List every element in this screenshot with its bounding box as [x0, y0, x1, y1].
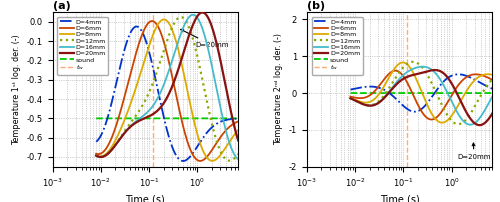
Legend: D=4mm, D=6mm, D=8mm, D=12mm, D=16mm, D=20mm, sound, $t_w$: D=4mm, D=6mm, D=8mm, D=12mm, D=16mm, D=2… — [312, 17, 362, 75]
Y-axis label: Temperature 2ⁿᵈ log. der. (-): Temperature 2ⁿᵈ log. der. (-) — [274, 33, 283, 145]
Text: D=20mm: D=20mm — [180, 29, 228, 48]
Text: (a): (a) — [52, 1, 70, 11]
Legend: D=4mm, D=6mm, D=8mm, D=12mm, D=16mm, D=20mm, sound, $t_w$: D=4mm, D=6mm, D=8mm, D=12mm, D=16mm, D=2… — [58, 17, 108, 75]
X-axis label: Time (s): Time (s) — [126, 194, 165, 202]
Text: (b): (b) — [307, 1, 325, 11]
X-axis label: Time (s): Time (s) — [380, 194, 420, 202]
Text: D=20mm: D=20mm — [457, 143, 490, 160]
Y-axis label: Temperature 1ˢᵗ log. der. (-): Temperature 1ˢᵗ log. der. (-) — [12, 34, 21, 145]
